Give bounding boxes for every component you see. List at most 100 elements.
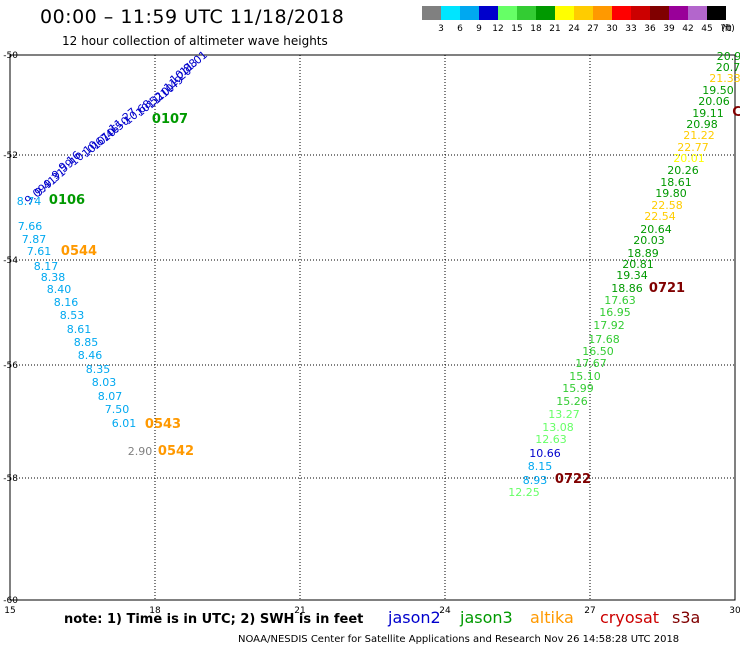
legend-label: 70 — [720, 24, 732, 34]
track-value: 6.01 — [112, 417, 137, 430]
track-value: 7.87 — [22, 233, 47, 246]
x-tick-label: 15 — [4, 606, 15, 616]
track-value: 8.15 — [528, 460, 553, 473]
legend-label: 24 — [568, 24, 580, 34]
footer-note: note: 1) Time is in UTC; 2) SWH is in fe… — [64, 612, 364, 627]
legend-swatch — [517, 6, 536, 20]
x-tick-label: 18 — [149, 606, 161, 616]
legend-swatch — [707, 6, 726, 20]
legend-label: 6 — [457, 24, 463, 34]
legend-label: 12 — [492, 24, 504, 34]
legend-swatch — [460, 6, 479, 20]
track-value: 2.90 — [128, 445, 153, 458]
track-value: 20.9 — [717, 50, 740, 63]
y-tick-label: -54 — [3, 256, 18, 266]
page-title: 00:00 – 11:59 UTC 11/18/2018 — [40, 6, 345, 28]
track-value: 20.64 — [640, 223, 672, 236]
y-tick-label: -56 — [3, 361, 18, 371]
y-tick-label: -58 — [3, 474, 18, 484]
track-value: 22.77 — [677, 141, 709, 154]
track-value: 8.53 — [60, 309, 85, 322]
legend-label: 3 — [438, 24, 444, 34]
legend-s3a: s3a — [672, 608, 701, 627]
track-value: 8.61 — [67, 323, 92, 336]
track-value: 19.11 — [692, 107, 724, 120]
legend-swatch — [631, 6, 650, 20]
track-value: 18.89 — [627, 247, 659, 260]
track-value: 22.58 — [651, 199, 683, 212]
track-value: 16.95 — [599, 306, 631, 319]
track-value: 17.63 — [604, 294, 636, 307]
legend-swatch — [536, 6, 555, 20]
pass-time-label: 0542 — [158, 444, 194, 459]
footer-credit: NOAA/NESDIS Center for Satellite Applica… — [238, 634, 680, 645]
track-value: 18.61 — [660, 176, 692, 189]
legend-altika: altika — [530, 608, 574, 627]
y-tick-label: -60 — [3, 596, 18, 606]
track-value: 7.50 — [105, 403, 130, 416]
track-value: 15.26 — [556, 395, 588, 408]
y-tick-label: -52 — [3, 151, 18, 161]
track-value: 20.98 — [686, 118, 718, 131]
legend-swatch — [688, 6, 707, 20]
legend-swatch — [498, 6, 517, 20]
legend-jason2: jason2 — [388, 608, 441, 627]
track-value: 8.74 — [17, 195, 42, 208]
pass-time-label: 0543 — [145, 417, 181, 432]
track-value: 17.67 — [575, 357, 607, 370]
x-tick-label: 21 — [294, 606, 305, 616]
track-value: 10.66 — [529, 447, 561, 460]
legend-swatch — [612, 6, 631, 20]
track-value: 17.92 — [593, 319, 625, 332]
track-value: 17.68 — [588, 333, 620, 346]
track-value: 12.25 — [508, 486, 540, 499]
track-value: 12.63 — [535, 433, 567, 446]
legend-label: 33 — [625, 24, 637, 34]
track-value: 13.27 — [548, 408, 580, 421]
pass-time-label: 0106 — [49, 193, 85, 208]
track-value: 19.34 — [616, 269, 648, 282]
legend-cryosat: cryosat — [600, 608, 660, 627]
legend-label: 18 — [530, 24, 542, 34]
legend-label: 30 — [606, 24, 618, 34]
legend-swatch — [574, 6, 593, 20]
track-value: 20.06 — [698, 95, 730, 108]
track-value: 7.66 — [18, 220, 43, 233]
track-value: 20.81 — [622, 258, 654, 271]
track-value: 7.61 — [27, 245, 52, 258]
legend-label: 15 — [511, 24, 523, 34]
legend-swatch — [422, 6, 441, 20]
track-value: 8.03 — [92, 376, 117, 389]
legend-jason3: jason3 — [460, 608, 513, 627]
x-tick-label: 30 — [729, 606, 740, 616]
track-value: 16.50 — [582, 345, 614, 358]
track-value: 8.07 — [98, 390, 123, 403]
legend-swatch — [441, 6, 460, 20]
track-value: 13.08 — [542, 421, 574, 434]
track-value: 18.86 — [611, 282, 643, 295]
track-value: 21.33 — [709, 72, 740, 85]
track-value: 8.17 — [34, 260, 59, 273]
pass-time-label: 0544 — [61, 244, 97, 259]
track-value: 15.99 — [562, 382, 594, 395]
track-value: 8.85 — [74, 336, 99, 349]
y-tick-label: -50 — [3, 51, 18, 61]
legend-swatch — [650, 6, 669, 20]
page-subtitle: 12 hour collection of altimeter wave hei… — [62, 34, 328, 48]
track-value: 8.35 — [86, 363, 111, 376]
track-value: 8.16 — [54, 296, 79, 309]
legend-swatch — [669, 6, 688, 20]
map-frame — [9, 54, 736, 601]
legend-label: 36 — [644, 24, 656, 34]
pass-time-label: 0107 — [152, 112, 188, 127]
track-value: 8.93 — [523, 474, 548, 487]
track-value: 21.22 — [683, 129, 715, 142]
legend-label: 9 — [476, 24, 482, 34]
track-value: 20.01 — [673, 152, 705, 165]
pass-time-label: 0721 — [649, 281, 685, 296]
x-tick-label: 24 — [439, 606, 451, 616]
legend-label: 27 — [587, 24, 599, 34]
legend-swatch — [593, 6, 612, 20]
legend-label: 39 — [663, 24, 675, 34]
